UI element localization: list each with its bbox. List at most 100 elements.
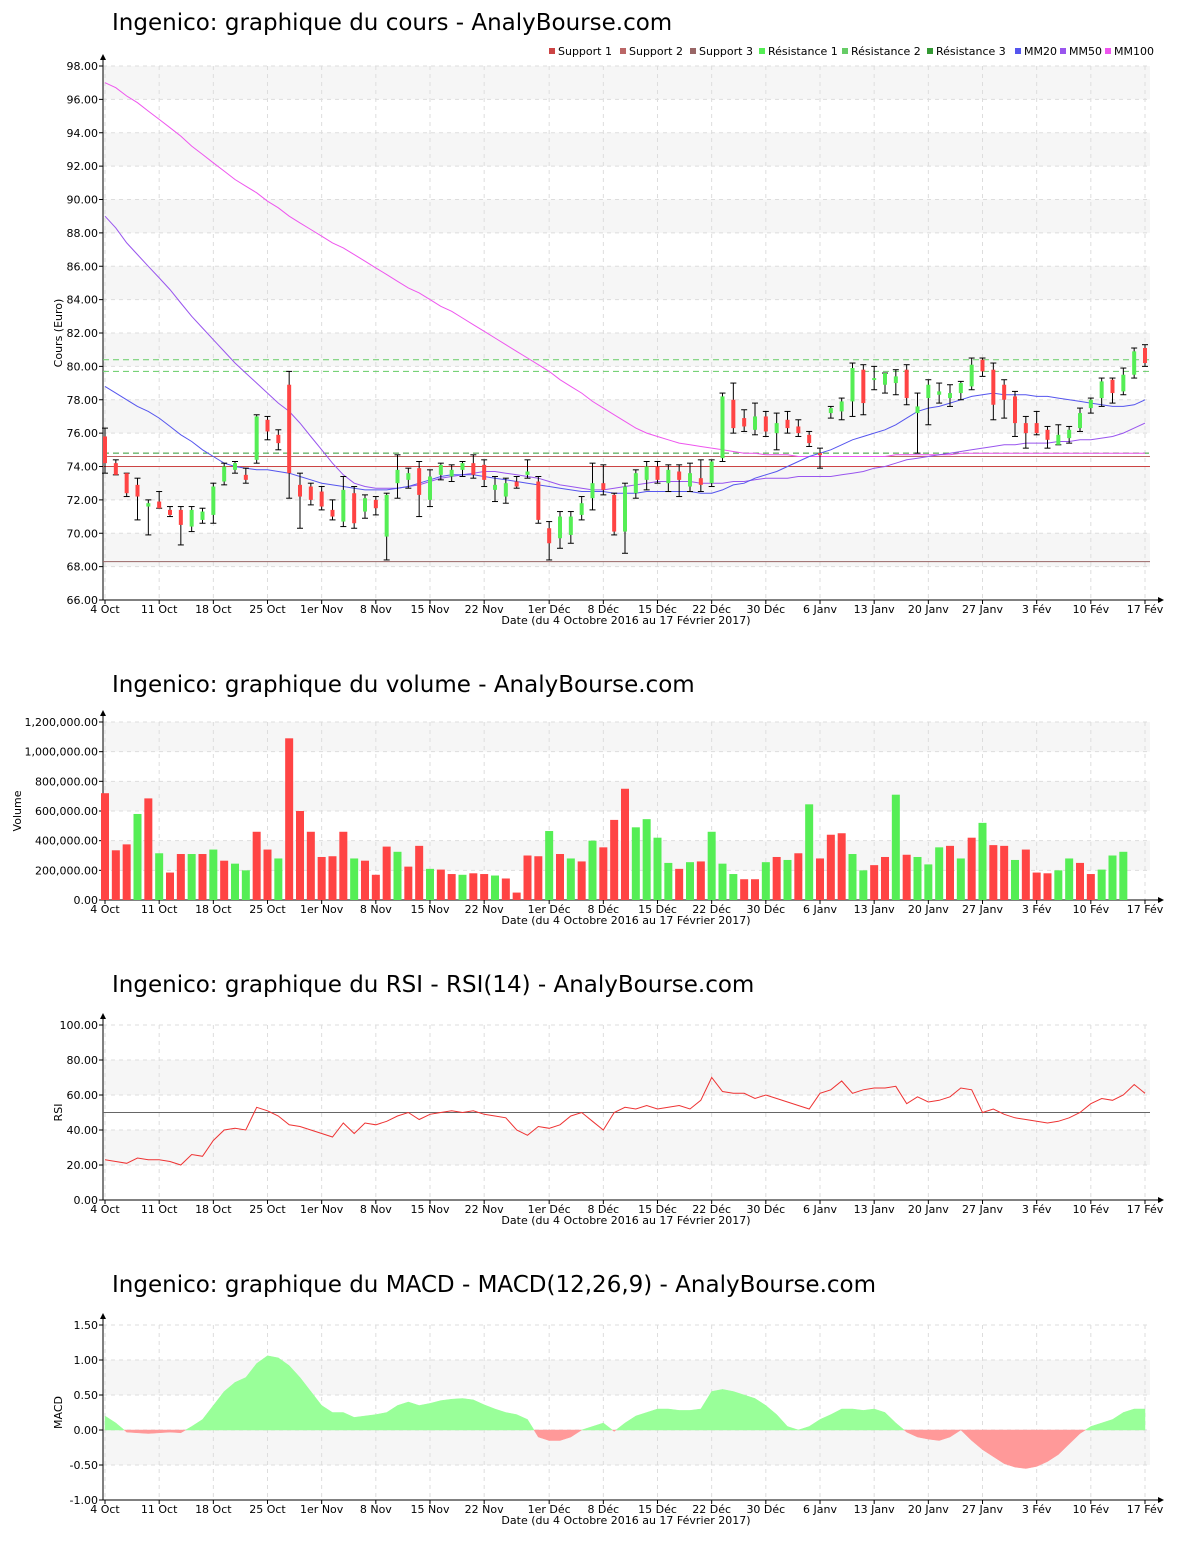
candle-body <box>828 408 833 414</box>
volume-xtick-label: 30 Déc <box>746 903 785 916</box>
legend-swatch <box>549 48 555 54</box>
volume-xtick-label: 8 Déc <box>587 903 619 916</box>
candle-body <box>460 463 465 470</box>
volume-bar <box>642 819 651 900</box>
candle-body <box>233 463 237 470</box>
rsi-y-arrow <box>100 1013 106 1019</box>
legend-swatch <box>1105 48 1111 54</box>
volume-bar <box>891 794 900 900</box>
candle-body <box>1002 384 1007 400</box>
rsi-xtick-label: 1er Nov <box>300 1203 344 1216</box>
candle-body <box>893 376 898 384</box>
macd-area-segment <box>798 1426 810 1431</box>
price-band <box>103 266 1150 300</box>
volume-bar <box>458 874 467 900</box>
volume-bar <box>686 862 694 900</box>
volume-bar <box>263 849 272 900</box>
volume-bar <box>512 892 521 900</box>
macd-xtick-label: 11 Oct <box>141 1503 178 1516</box>
volume-xtick-label: 15 Nov <box>411 903 450 916</box>
macd-xtick-label: 15 Nov <box>411 1503 450 1516</box>
macd-ytick-label: 0.00 <box>74 1424 99 1437</box>
macd-area-segment <box>787 1426 799 1431</box>
volume-ytick-label: 400,000.00 <box>35 835 98 848</box>
macd-area-segment <box>722 1389 734 1431</box>
candle-body <box>352 493 357 524</box>
candle-body <box>1078 413 1082 429</box>
volume-bar <box>101 793 109 900</box>
macd-area-segment <box>104 1415 117 1431</box>
rsi-xtick-label: 10 Fév <box>1073 1203 1110 1216</box>
volume-xtick-label: 27 Janv <box>962 903 1003 916</box>
volume-bar <box>761 862 770 900</box>
price-band <box>103 132 1150 167</box>
candle-body <box>330 509 335 517</box>
legend-swatch <box>927 48 933 54</box>
candle-body <box>308 486 313 500</box>
rsi-xtick-label: 4 Oct <box>90 1203 120 1216</box>
volume-bar <box>718 863 727 900</box>
macd-area-segment <box>440 1398 452 1431</box>
legend-entry: MM50 <box>1069 45 1102 58</box>
candle-body <box>720 396 725 459</box>
macd-area-segment <box>213 1390 225 1431</box>
candle-body <box>1023 423 1028 434</box>
price-chart-title: Ingenico: graphique du cours - AnalyBour… <box>112 10 673 36</box>
volume-bar <box>707 831 716 900</box>
volume-bar <box>1065 858 1074 900</box>
macd-area-segment <box>852 1408 864 1431</box>
macd-xlabel: Date (du 4 Octobre 2016 au 17 Février 20… <box>501 1514 750 1527</box>
volume-bar <box>816 858 824 900</box>
macd-area-segment <box>928 1429 940 1441</box>
macd-area-segment <box>689 1408 702 1431</box>
candle-body <box>135 484 140 497</box>
candle-body <box>709 461 714 484</box>
volume-bar <box>1011 859 1019 900</box>
macd-area-segment <box>494 1408 507 1431</box>
candle-body <box>124 473 129 494</box>
volume-bar <box>805 804 814 900</box>
candle-body <box>363 498 367 512</box>
volume-bar <box>350 858 359 900</box>
price-chart: 66.00 68.00 70.00 72.00 74.00 76.00 78.00 80.00… <box>52 45 1164 627</box>
macd-area-segment <box>202 1404 214 1431</box>
macd-area-segment <box>819 1414 832 1431</box>
volume-bar <box>783 859 792 900</box>
volume-xtick-label: 8 Nov <box>360 903 392 916</box>
legend-entry: Résistance 1 <box>768 45 838 58</box>
volume-bar <box>577 861 586 900</box>
volume-bar <box>621 788 629 900</box>
macd-area-segment <box>646 1408 658 1431</box>
candle-body <box>536 481 541 520</box>
volume-bar <box>978 822 987 900</box>
macd-area-segment <box>841 1408 853 1431</box>
volume-xtick-label: 1er Nov <box>300 903 344 916</box>
volume-bar <box>166 872 174 900</box>
macd-area-segment <box>505 1412 517 1431</box>
macd-chart: -1.00 -0.50 0.00 0.50 1.00 1.50 4 Oct 11 Oct 18 … <box>52 1313 1164 1527</box>
volume-bar <box>924 864 933 900</box>
legend-swatch <box>759 48 765 54</box>
macd-ytick-label: -0.50 <box>70 1459 98 1472</box>
candle-body <box>1121 374 1126 392</box>
macd-area-segment <box>462 1398 474 1431</box>
volume-chart-title: Ingenico: graphique du volume - AnalyBou… <box>112 672 695 698</box>
candle-body <box>579 503 584 515</box>
rsi-line <box>104 1076 1146 1166</box>
volume-xtick-label: 3 Fév <box>1022 903 1052 916</box>
price-xtick-label: 1er Déc <box>528 603 571 616</box>
macd-area-segment <box>570 1429 583 1438</box>
price-xtick-label: 27 Janv <box>962 603 1003 616</box>
price-xtick-label: 15 Déc <box>638 603 677 616</box>
candle-body <box>904 369 909 399</box>
macd-xtick-label: 10 Fév <box>1073 1503 1110 1516</box>
rsi-chart-title: Ingenico: graphique du RSI - RSI(14) - A… <box>112 972 755 998</box>
legend-swatch <box>620 48 626 54</box>
price-ytick-label: 70.00 <box>67 527 99 540</box>
candle-body <box>677 471 682 480</box>
volume-bar <box>545 831 554 900</box>
macd-area-segment <box>191 1419 203 1431</box>
candle-body <box>493 484 497 490</box>
volume-chart: 0.00 200,000.00 400,000.00 600,000.00 800,00… <box>11 710 1164 927</box>
legend-swatch <box>690 48 696 54</box>
